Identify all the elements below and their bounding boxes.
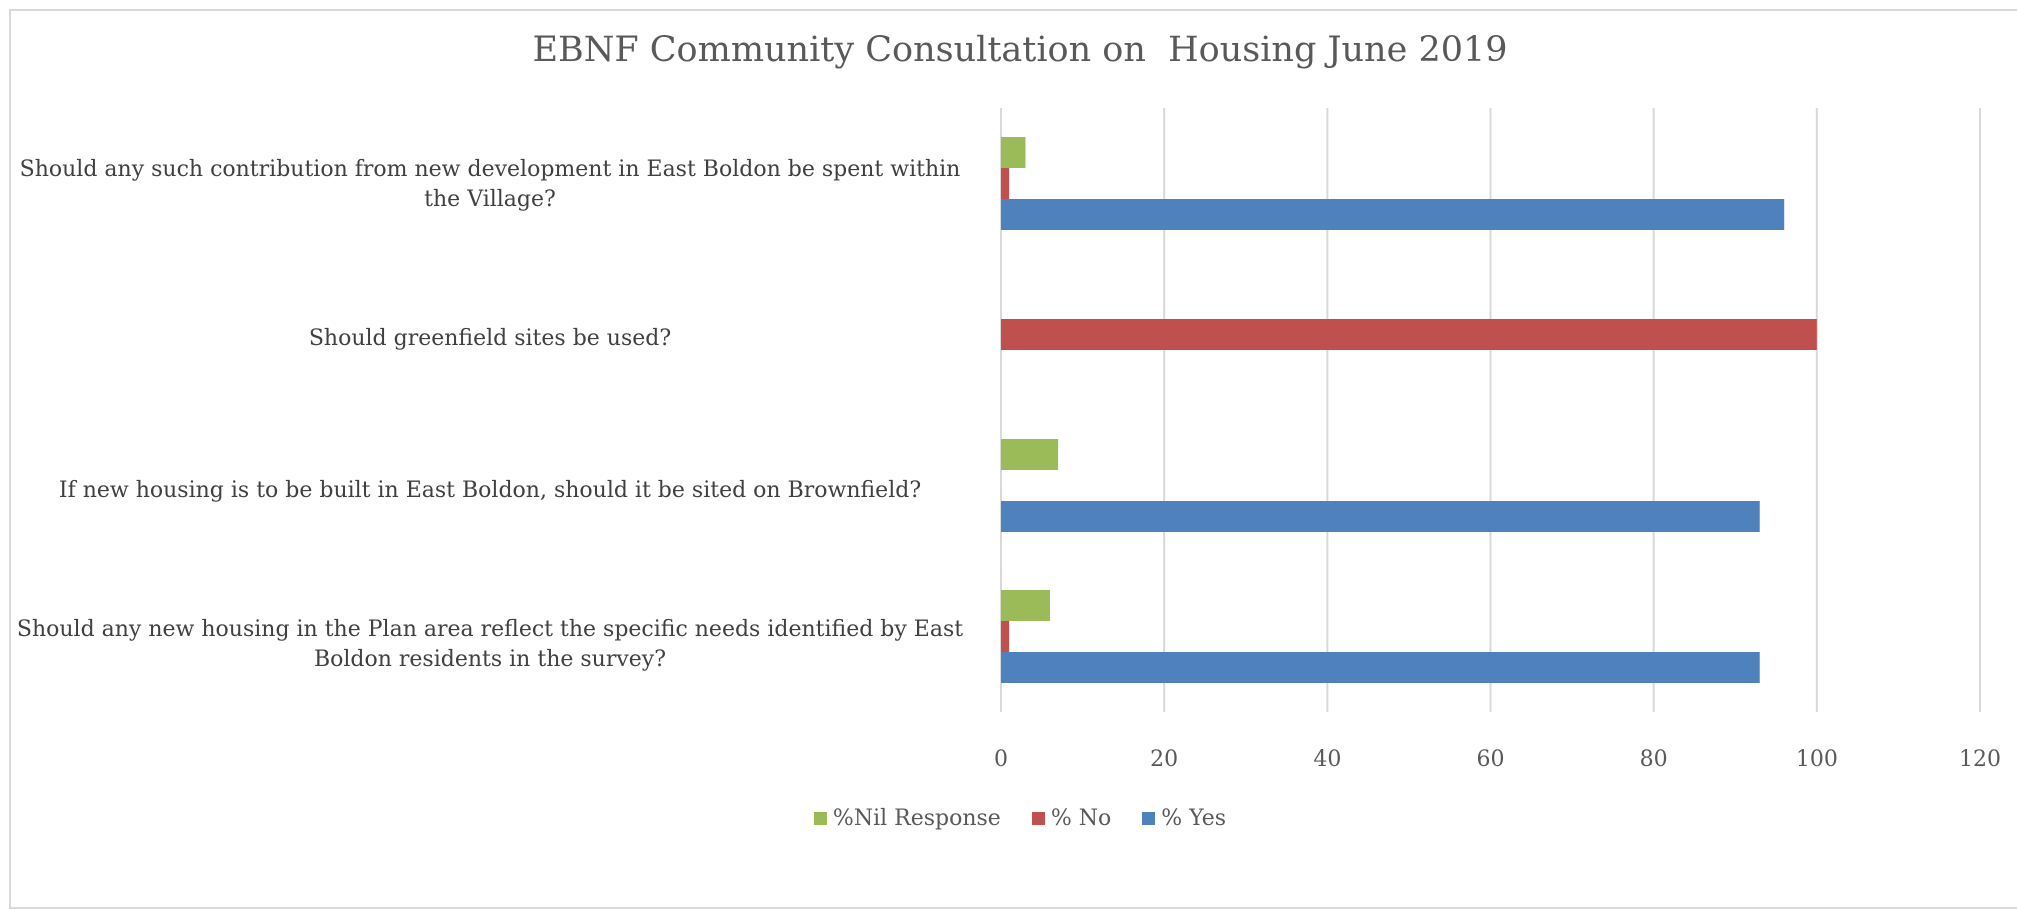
x-tick-label: 100 [1796, 747, 1838, 772]
legend-swatch-no [1031, 812, 1045, 825]
x-tick-label: 0 [994, 747, 1008, 772]
legend-label-nil-response: %Nil Response [832, 806, 1001, 831]
legend-item-nil-response: %Nil Response [813, 806, 1001, 831]
legend: %Nil Response % No % Yes [0, 806, 2017, 831]
legend-swatch-nil-response [813, 812, 827, 825]
bar-nil-response-3 [1001, 590, 1050, 621]
bar-yes-3 [1001, 652, 1760, 683]
bar-nil-response-0 [1001, 137, 1026, 168]
x-tick-label: 120 [1959, 747, 2001, 772]
category-label-specific-needs: Should any new housing in the Plan area … [16, 617, 964, 672]
bar-nil-response-2 [1001, 439, 1059, 470]
legend-item-no: % No [1031, 806, 1112, 831]
bar-chart: 0 20 40 60 80 100 120 [994, 108, 2001, 772]
chart-title: EBNF Community Consultation on Housing J… [532, 30, 1508, 70]
x-tick-label: 40 [1313, 747, 1341, 772]
bar-no-3 [1001, 621, 1010, 652]
x-tick-label: 20 [1150, 747, 1178, 772]
category-label-greenfield: Should greenfield sites be used? [308, 326, 672, 351]
bar-yes-0 [1001, 199, 1785, 230]
x-tick-label: 60 [1477, 747, 1505, 772]
category-label-contribution: Should any such contribution from new de… [19, 157, 961, 212]
x-tick-label: 80 [1640, 747, 1668, 772]
category-label-brownfield: If new housing is to be built in East Bo… [58, 478, 922, 503]
legend-label-yes: % Yes [1161, 806, 1227, 831]
legend-label-no: % No [1050, 806, 1112, 831]
legend-item-yes: % Yes [1142, 806, 1226, 831]
bar-no-0 [1001, 168, 1010, 199]
bar-yes-2 [1001, 501, 1760, 532]
bar-no-1 [1001, 319, 1817, 350]
legend-swatch-yes [1142, 812, 1156, 825]
